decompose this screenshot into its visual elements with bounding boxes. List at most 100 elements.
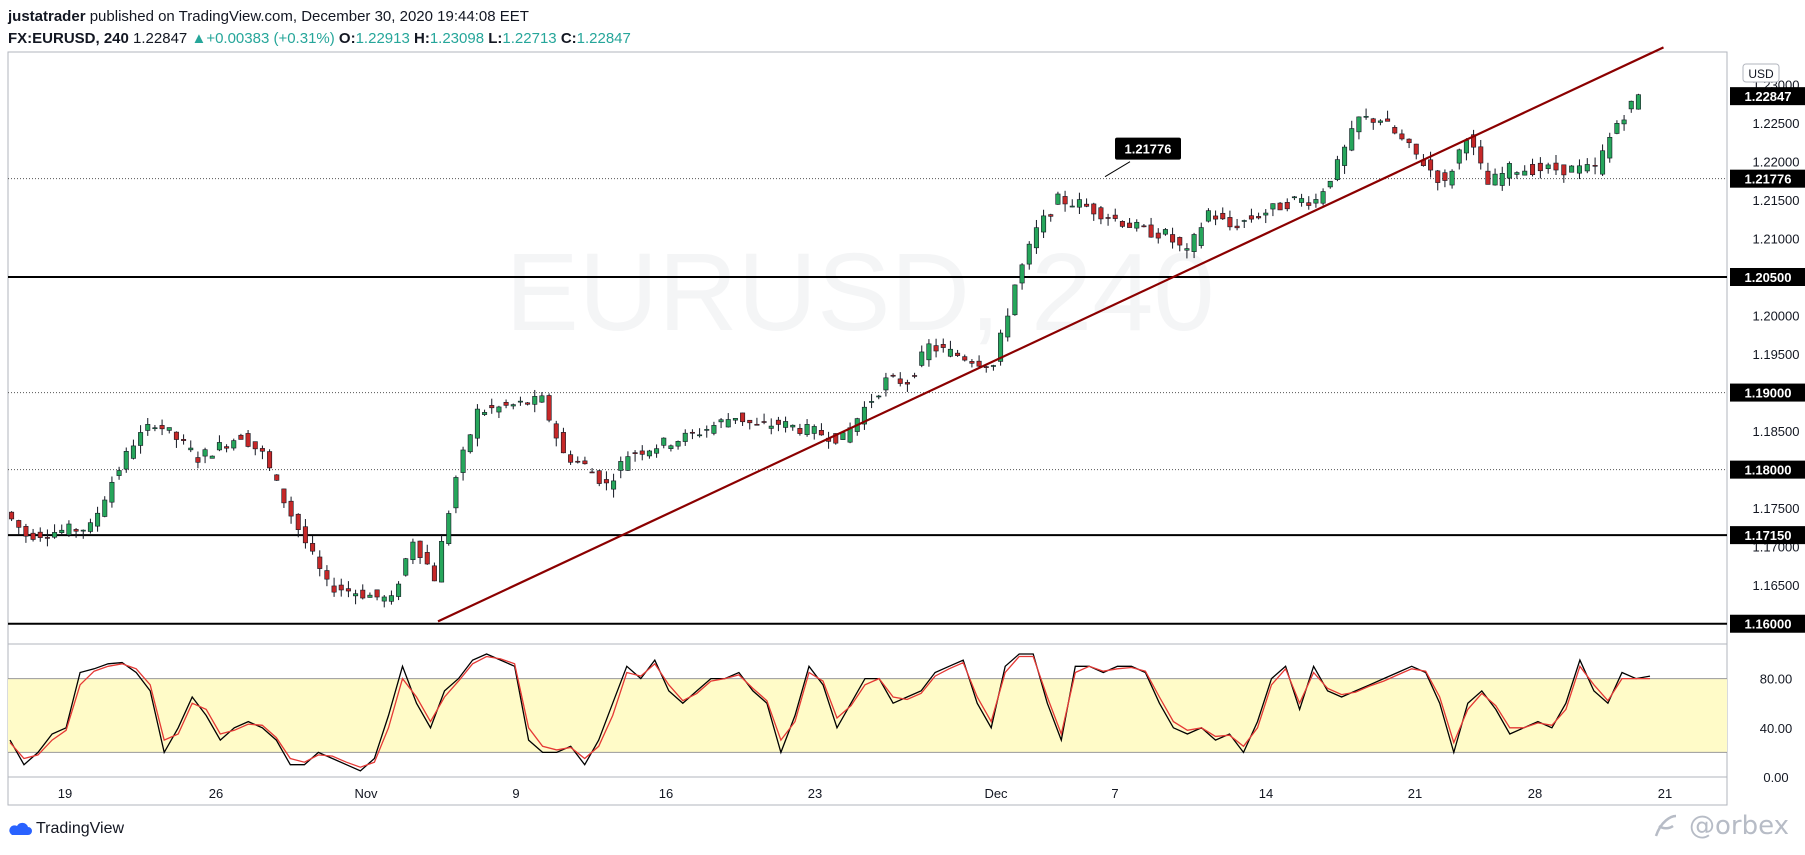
candle-up bbox=[202, 449, 208, 457]
candle-up bbox=[439, 540, 445, 583]
change-value: +0.00383 (+0.31%) bbox=[206, 30, 335, 47]
candle-up bbox=[95, 512, 101, 527]
candle-up bbox=[811, 426, 817, 434]
candle-down bbox=[976, 360, 982, 367]
brand-label: TradingView bbox=[36, 820, 125, 837]
candle-up bbox=[1019, 264, 1025, 284]
candle-up bbox=[1342, 146, 1348, 166]
candle-up bbox=[718, 419, 724, 423]
candle-down bbox=[582, 460, 588, 465]
candle-down bbox=[1413, 143, 1419, 155]
candle-up bbox=[482, 412, 488, 415]
level-price-label: 1.17150 bbox=[1745, 528, 1792, 543]
candle-up bbox=[1614, 123, 1620, 134]
candle-up bbox=[668, 445, 674, 449]
y-tick-label: 1.20000 bbox=[1753, 309, 1800, 324]
x-tick-label: 14 bbox=[1259, 786, 1273, 801]
x-tick-label: Dec bbox=[984, 786, 1008, 801]
candle-up bbox=[1069, 205, 1075, 208]
candle-down bbox=[1385, 118, 1391, 122]
y-tick-label: 1.21000 bbox=[1753, 231, 1800, 246]
level-price-label: 1.19000 bbox=[1745, 386, 1792, 401]
candle-up bbox=[474, 408, 480, 439]
level-price-tag bbox=[1730, 460, 1805, 479]
candle-down bbox=[338, 584, 344, 591]
candle-up bbox=[883, 377, 889, 391]
candle-up bbox=[1320, 191, 1326, 204]
candle-up bbox=[460, 449, 466, 473]
chart-frame bbox=[7, 51, 1728, 806]
candle-up bbox=[209, 455, 215, 459]
candle-up bbox=[66, 523, 72, 536]
candle-up bbox=[1607, 136, 1613, 159]
watermark-text: @orbex bbox=[1688, 811, 1789, 841]
candle-up bbox=[1514, 172, 1520, 175]
candle-down bbox=[962, 356, 968, 361]
x-tick-label: 28 bbox=[1528, 786, 1542, 801]
candle-down bbox=[310, 543, 316, 552]
candle-up bbox=[1198, 227, 1204, 246]
candle-down bbox=[173, 431, 179, 440]
candle-up bbox=[152, 427, 158, 430]
candle-down bbox=[1284, 202, 1290, 210]
candle-down bbox=[417, 540, 423, 558]
candle-down bbox=[1091, 203, 1097, 215]
candle-up bbox=[1545, 164, 1551, 169]
candle-up bbox=[1184, 248, 1190, 251]
x-tick-label: 21 bbox=[1408, 786, 1422, 801]
candle-down bbox=[740, 412, 746, 423]
candle-up bbox=[410, 541, 416, 561]
candle-up bbox=[80, 529, 86, 532]
candle-down bbox=[281, 488, 287, 504]
candle-down bbox=[1062, 196, 1068, 205]
candle-up bbox=[130, 445, 136, 459]
candle-down bbox=[1561, 164, 1567, 176]
up-triangle-icon: ▲ bbox=[191, 30, 207, 47]
close-label: C: bbox=[560, 30, 577, 47]
candle-down bbox=[1485, 170, 1491, 185]
publish-text: published on TradingView.com, December 3… bbox=[89, 8, 529, 25]
candle-up bbox=[1263, 212, 1269, 216]
candle-down bbox=[1592, 165, 1598, 167]
candle-down bbox=[603, 479, 609, 484]
candle-down bbox=[331, 585, 337, 593]
candle-up bbox=[1456, 149, 1462, 164]
candle-up bbox=[840, 432, 846, 440]
candle-down bbox=[324, 570, 330, 580]
candle-up bbox=[381, 596, 387, 602]
candle-up bbox=[388, 595, 394, 602]
candle-up bbox=[1349, 128, 1355, 151]
tradingview-brand[interactable]: TradingView bbox=[8, 820, 124, 838]
candle-down bbox=[940, 344, 946, 348]
candle-down bbox=[632, 452, 638, 454]
candle-up bbox=[732, 418, 738, 421]
candle-down bbox=[1471, 134, 1477, 148]
candle-up bbox=[116, 470, 122, 476]
callout-label: 1.21776 bbox=[1125, 142, 1172, 157]
y-tick-label: 1.17500 bbox=[1753, 501, 1800, 516]
candle-up bbox=[682, 432, 688, 442]
candle-up bbox=[166, 427, 172, 431]
candle-down bbox=[274, 474, 280, 481]
y-tick-label: 1.18500 bbox=[1753, 424, 1800, 439]
candle-up bbox=[87, 522, 93, 532]
candle-down bbox=[1306, 202, 1312, 206]
level-price-tag bbox=[1730, 169, 1805, 188]
candle-up bbox=[998, 332, 1004, 362]
candle-up bbox=[517, 400, 523, 403]
y-tick-label: 1.22500 bbox=[1753, 116, 1800, 131]
low-value: 1.22713 bbox=[502, 30, 557, 47]
close-value: 1.22847 bbox=[576, 30, 631, 47]
candle-down bbox=[503, 401, 509, 406]
candle-down bbox=[16, 520, 22, 528]
level-price-tag bbox=[1730, 614, 1805, 633]
candle-up bbox=[926, 343, 932, 361]
open-value: 1.22913 bbox=[355, 30, 410, 47]
candle-down bbox=[1141, 225, 1147, 228]
candle-up bbox=[1576, 165, 1582, 174]
author-name[interactable]: justatrader bbox=[8, 8, 86, 25]
candle-down bbox=[345, 588, 351, 592]
candle-up bbox=[1012, 284, 1018, 316]
candle-down bbox=[1428, 159, 1434, 171]
